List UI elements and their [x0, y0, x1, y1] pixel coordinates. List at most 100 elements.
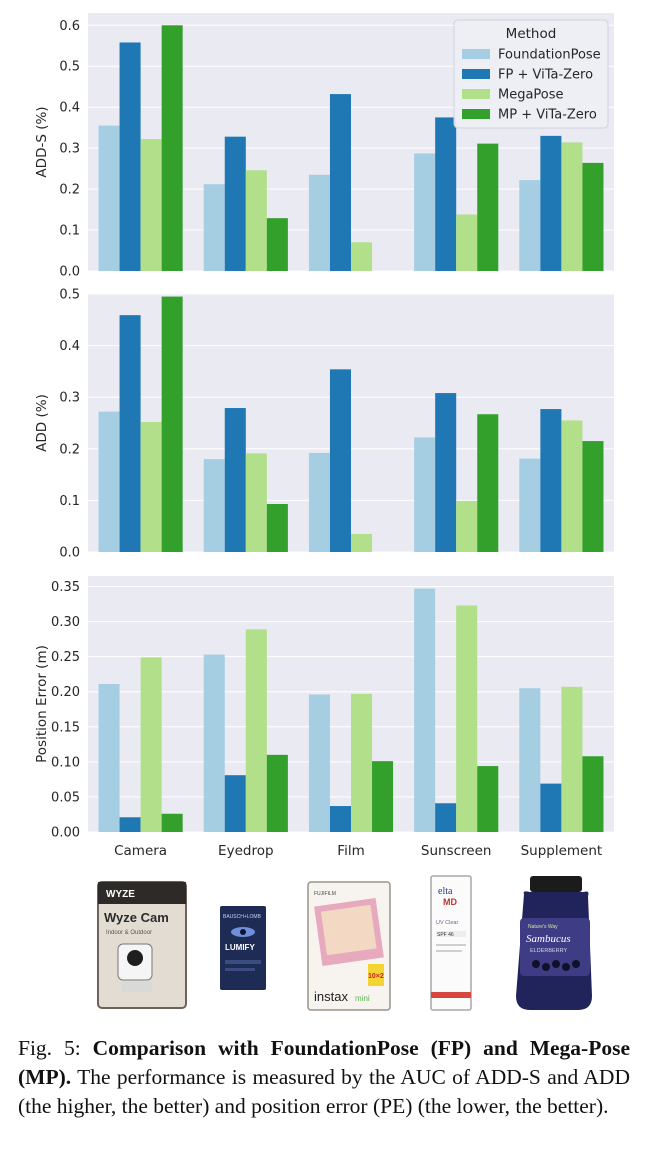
y-tick-label: 0.3 [59, 391, 80, 406]
legend-label: MP + ViTa-Zero [498, 108, 597, 123]
legend-box [453, 19, 609, 129]
bar-camera-series-3 [140, 139, 162, 271]
sunscreen-name: UV Clear [436, 920, 458, 926]
bar-eyedrop-series-3 [245, 170, 267, 271]
eyedrop-brand: BAUSCH+LOMB [223, 914, 262, 920]
camera-product-image: WYZE Wyze Cam Indoor & Outdoor [97, 881, 187, 1009]
bar-supplement-series-4 [582, 162, 604, 271]
bar-eyedrop-series-2 [224, 136, 246, 271]
x-tick-label: Eyedrop [218, 843, 273, 859]
y-tick-label: 0.00 [51, 826, 80, 841]
chart-2: 0.0 0.1 0.2 0.3 0.4 0.5 ADD (%) [34, 288, 614, 561]
bar-eyedrop-series-1 [203, 459, 225, 552]
bar-supplement-series-2 [540, 409, 562, 552]
product-photos: WYZE Wyze Cam Indoor & Outdoor BAUSCH+LO… [97, 875, 592, 1011]
bar-eyedrop-series-4 [266, 754, 288, 832]
y-tick-label: 0.4 [59, 101, 80, 116]
legend-label: FoundationPose [498, 48, 601, 63]
y-tick-label: 0.15 [51, 720, 80, 735]
film-name-mini: mini [355, 994, 370, 1003]
legend-swatch [462, 89, 490, 99]
legend-label: MegaPose [498, 88, 564, 103]
chart-1: 0.0 0.1 0.2 0.3 0.4 0.5 0.6 ADD-S (%) Method Foun… [34, 13, 614, 280]
legend-swatch [462, 109, 490, 119]
camera-brand: WYZE [106, 889, 135, 900]
film-name: instax [314, 989, 348, 1004]
bar-camera-series-2 [119, 817, 141, 832]
y-tick-label: 0.0 [59, 265, 80, 280]
y-tick-label: 0.5 [59, 60, 80, 75]
bar-film-series-1 [308, 452, 330, 552]
y-tick-label: 0.6 [59, 19, 80, 34]
y-axis-label: ADD (%) [34, 394, 50, 452]
supplement-name: Sambucus [526, 933, 571, 945]
x-tick-label: Supplement [521, 843, 603, 859]
bar-film-series-2 [329, 94, 351, 271]
bar-supplement-series-3 [561, 142, 583, 271]
bar-sunscreen-series-4 [477, 414, 499, 552]
bar-camera-series-1 [98, 125, 120, 271]
legend-swatch [462, 49, 490, 59]
y-tick-label: 0.05 [51, 790, 80, 805]
bar-sunscreen-series-1 [414, 437, 436, 552]
bar-eyedrop-series-4 [266, 218, 288, 271]
legend: Method FoundationPose FP + ViTa-Zero MegaPo… [453, 19, 609, 129]
bar-supplement-series-4 [582, 756, 604, 832]
bar-film-series-3 [351, 242, 373, 271]
bar-supplement-series-1 [519, 458, 541, 552]
bar-sunscreen-series-2 [435, 803, 457, 832]
x-tick-label: Film [337, 843, 364, 859]
bar-camera-series-1 [98, 684, 120, 832]
bar-camera-series-4 [161, 25, 183, 271]
caption-prefix: Fig. 5: [18, 1036, 93, 1060]
y-tick-label: 0.0 [59, 546, 80, 561]
y-tick-label: 0.30 [51, 615, 80, 630]
y-tick-label: 0.35 [51, 580, 80, 595]
bar-eyedrop-series-1 [203, 184, 225, 271]
y-tick-label: 0.1 [59, 224, 80, 239]
supplement-brand: Nature's Way [528, 924, 558, 930]
bar-camera-series-3 [140, 657, 162, 832]
bar-sunscreen-series-1 [414, 153, 436, 271]
bar-charts-figure: 0.0 0.1 0.2 0.3 0.4 0.5 0.6 ADD-S (%) Method Foun… [34, 13, 614, 859]
chart-3: 0.00 0.05 0.10 0.15 0.20 0.25 0.30 0.35 Position… [34, 576, 614, 859]
film-count: 10×2 [368, 973, 384, 980]
y-axis-label: Position Error (m) [34, 645, 50, 763]
y-tick-label: 0.5 [59, 288, 80, 303]
bar-eyedrop-series-2 [224, 775, 246, 832]
bar-sunscreen-series-4 [477, 766, 499, 832]
y-tick-label: 0.20 [51, 685, 80, 700]
camera-name: Wyze Cam [104, 910, 169, 925]
legend-swatch [462, 69, 490, 79]
y-tick-label: 0.3 [59, 142, 80, 157]
bar-film-series-4 [372, 761, 394, 832]
film-brand: FUJIFILM [314, 891, 336, 897]
bar-sunscreen-series-1 [414, 588, 436, 832]
legend-title: Method [506, 26, 557, 42]
bar-eyedrop-series-2 [224, 408, 246, 552]
bar-supplement-series-1 [519, 688, 541, 832]
y-tick-label: 0.25 [51, 650, 80, 665]
y-tick-label: 0.10 [51, 755, 80, 770]
bar-camera-series-2 [119, 315, 141, 552]
sunscreen-spf: SPF 46 [437, 932, 454, 938]
x-tick-label: Camera [114, 843, 167, 859]
bar-supplement-series-3 [561, 420, 583, 552]
bar-camera-series-1 [98, 411, 120, 552]
bar-eyedrop-series-1 [203, 654, 225, 832]
y-axis-label: ADD-S (%) [34, 106, 50, 177]
sunscreen-brand: elta [438, 886, 453, 897]
figure-caption: Fig. 5: Comparison with FoundationPose (… [18, 1034, 630, 1121]
bar-supplement-series-3 [561, 686, 583, 832]
bar-camera-series-4 [161, 296, 183, 552]
y-tick-label: 0.2 [59, 442, 80, 457]
supplement-product-image: Nature's Way Sambucus ELDERBERRY [516, 876, 592, 1010]
bar-supplement-series-1 [519, 180, 541, 271]
bar-supplement-series-2 [540, 135, 562, 271]
x-tick-label: Sunscreen [421, 843, 492, 859]
bar-camera-series-3 [140, 421, 162, 552]
bar-film-series-2 [329, 806, 351, 832]
eyedrop-product-image: BAUSCH+LOMB LUMIFY [220, 906, 266, 990]
film-product-image: FUJIFILM 10×2 instax mini [307, 881, 391, 1011]
caption-rest: The performance is measured by the AUC o… [18, 1065, 630, 1118]
